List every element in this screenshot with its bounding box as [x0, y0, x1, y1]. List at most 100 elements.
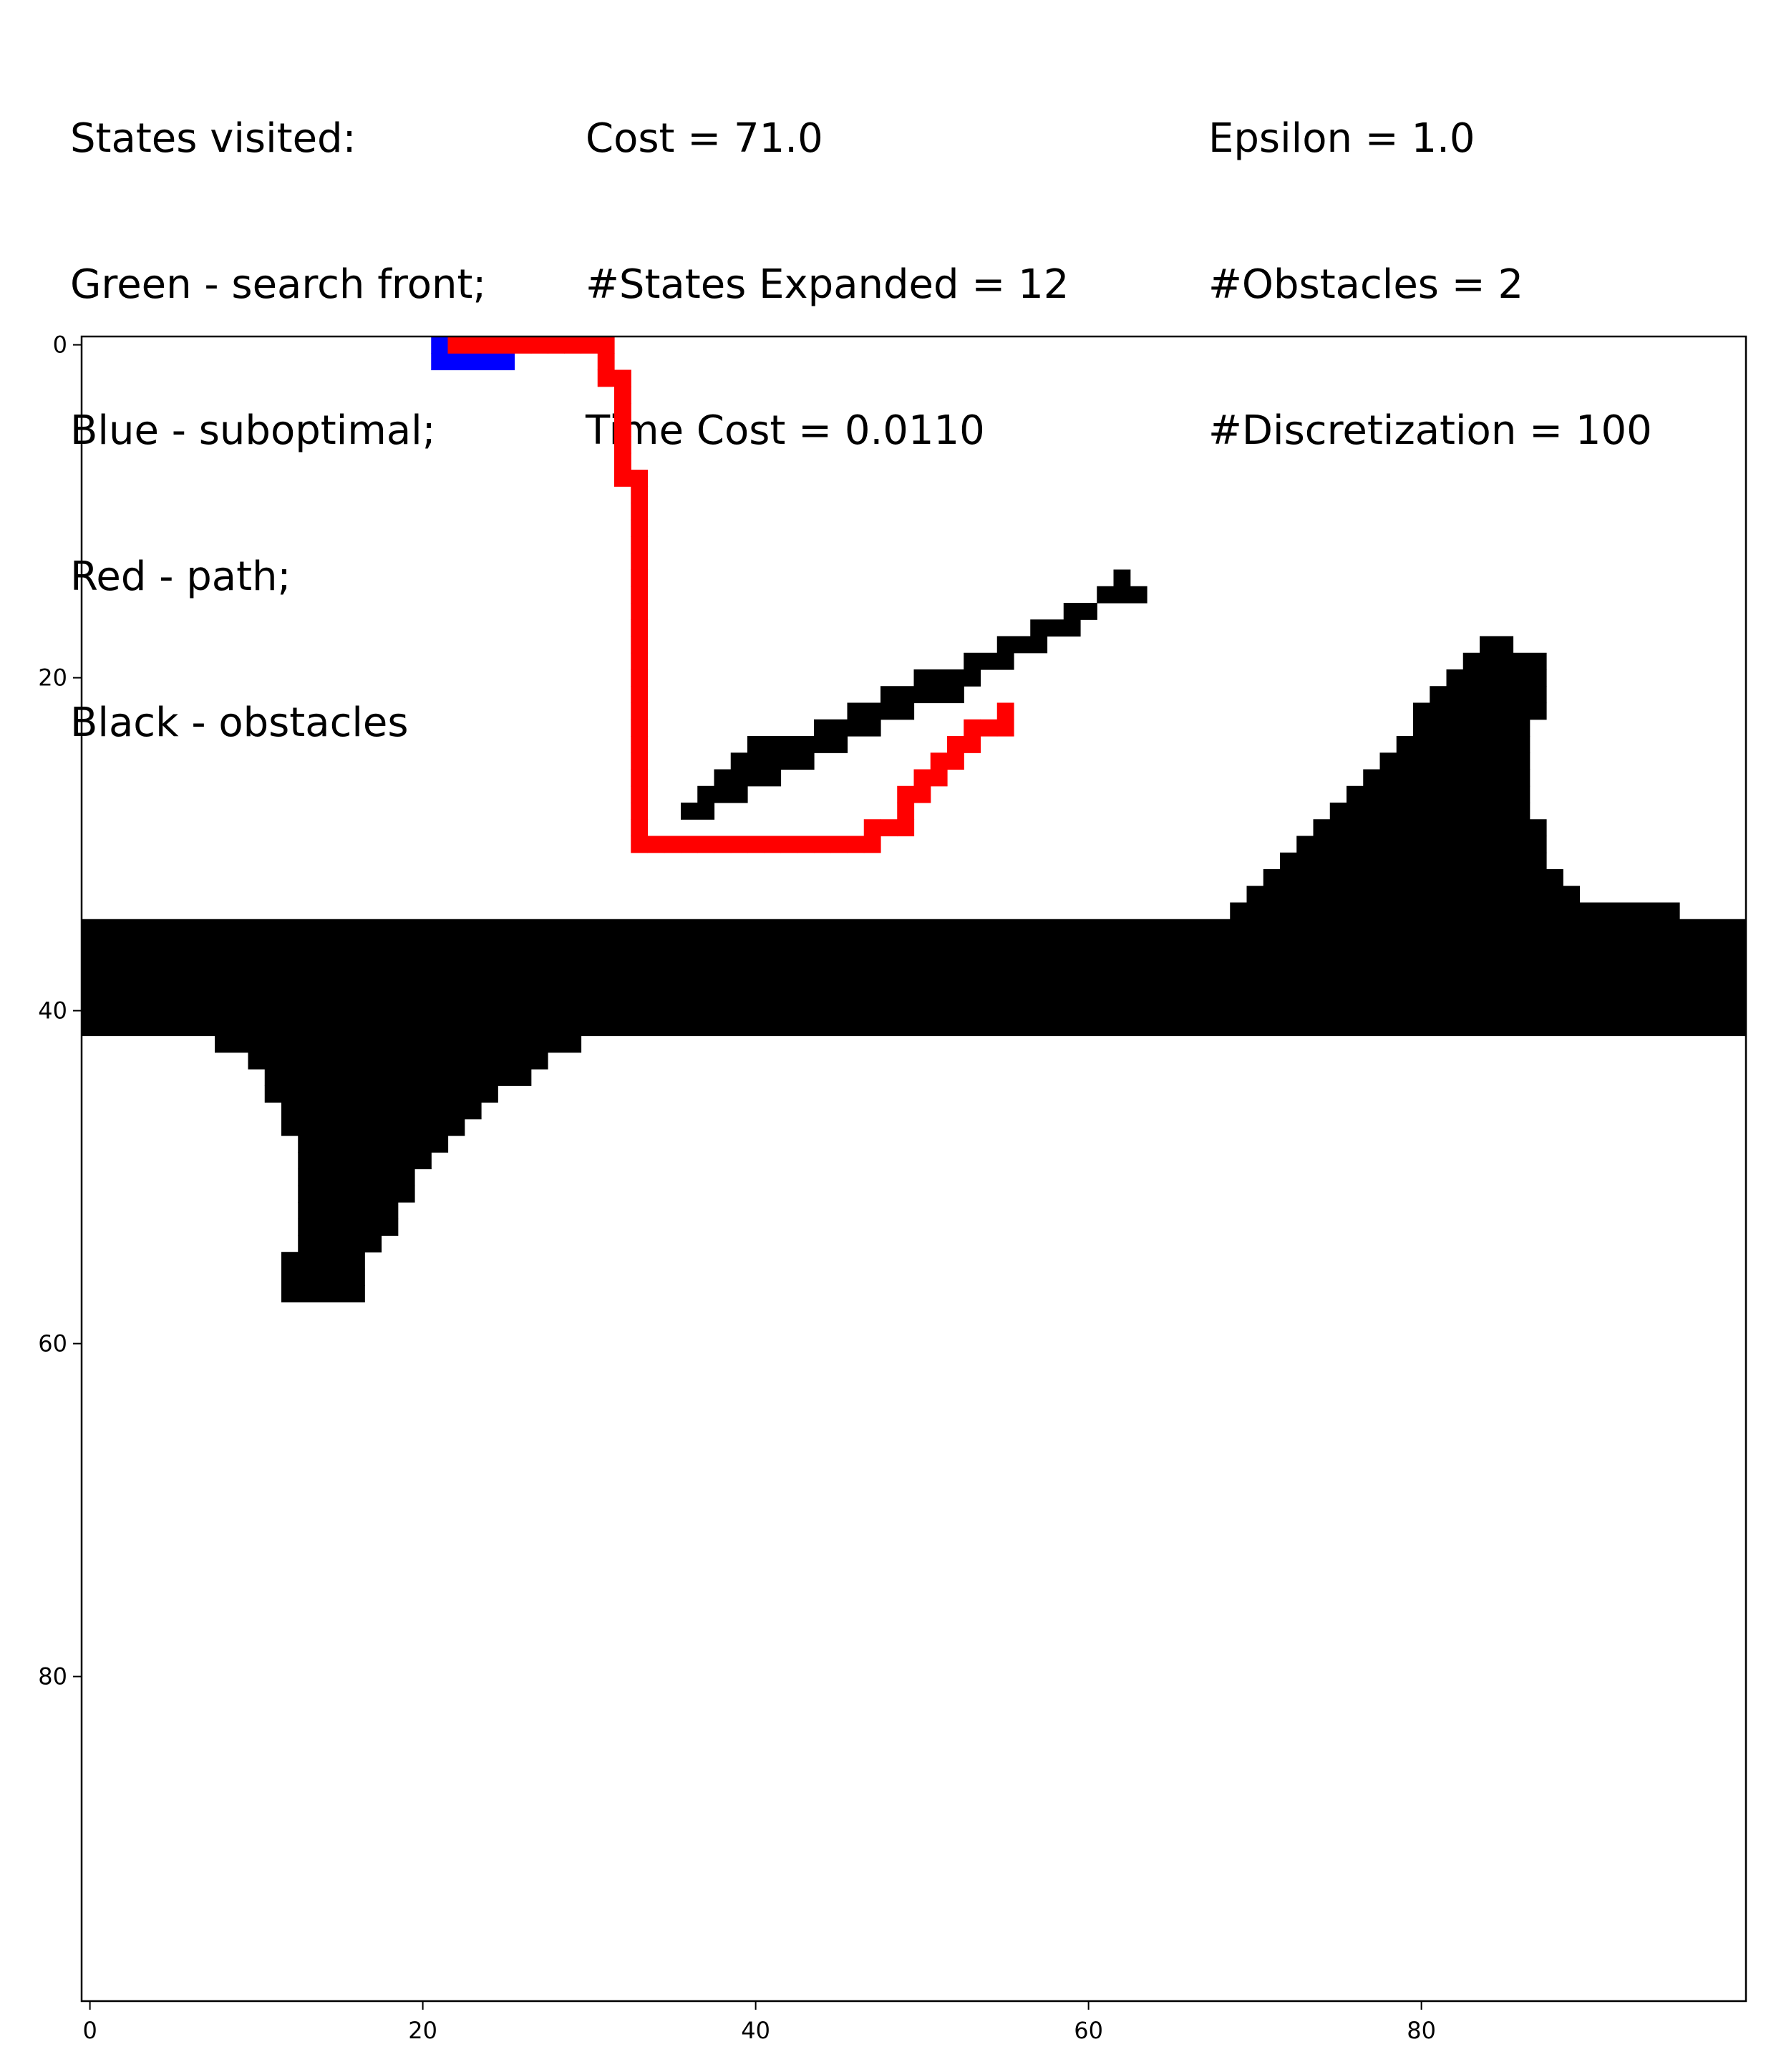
- path-cell: [597, 353, 615, 371]
- path-cell: [930, 752, 948, 770]
- path-cell: [631, 553, 649, 571]
- obstacle-cell: [82, 969, 1747, 987]
- obstacle-cell: [82, 985, 1747, 1003]
- obstacle-cell: [847, 702, 915, 720]
- path-cell: [464, 337, 482, 354]
- path-cell: [614, 470, 631, 487]
- obstacle-cell: [1480, 636, 1514, 654]
- path-cell: [830, 836, 848, 853]
- obstacle-cell: [964, 652, 1014, 670]
- obstacle-cell: [298, 1219, 399, 1236]
- path-cell: [681, 836, 698, 853]
- path-cell: [481, 337, 498, 354]
- path-cell: [897, 803, 915, 820]
- legend-line: Green - search front;: [70, 261, 487, 308]
- x-tick-label: 0: [82, 2017, 97, 2044]
- path-cell: [863, 819, 881, 837]
- obstacle-cell: [1097, 586, 1148, 604]
- obstacle-cell: [281, 1285, 365, 1303]
- path-cell: [996, 702, 1014, 720]
- obstacle-cell: [82, 936, 1747, 953]
- obstacle-cell: [1030, 619, 1081, 637]
- obstacle-cell: [913, 669, 981, 687]
- x-tick-label: 40: [741, 2017, 770, 2044]
- path-cell: [996, 719, 1014, 737]
- path-cell: [597, 369, 615, 387]
- path-cell: [631, 819, 649, 837]
- x-axis-ticks: 0 20 40 60 80: [82, 2001, 1436, 2044]
- path-cell: [631, 486, 649, 504]
- path-cell: [614, 386, 631, 404]
- path-cell: [564, 337, 582, 354]
- path-cell: [964, 719, 981, 737]
- obstacle-cell: [281, 1269, 365, 1286]
- legend-line: Blue - suboptimal;: [70, 407, 436, 454]
- path-cell: [847, 836, 865, 853]
- x-tick-label: 60: [1074, 2017, 1103, 2044]
- path-cell: [581, 337, 598, 354]
- y-tick-label: 60: [38, 1330, 67, 1357]
- legend-text-column: States visited: Green - search front; Bl…: [70, 17, 486, 796]
- obstacle-cell: [298, 1235, 382, 1253]
- epsilon-label: Epsilon = 1.0: [1208, 115, 1475, 162]
- legend-line: Black - obstacles: [70, 699, 409, 746]
- obstacle-cell: [1230, 902, 1680, 920]
- params-text-column: Epsilon = 1.0 #Obstacles = 2 #Discretiza…: [1208, 17, 1652, 504]
- path-cell: [631, 586, 649, 604]
- path-cell: [631, 702, 649, 720]
- path-cell: [631, 736, 649, 753]
- path-cell: [614, 420, 631, 437]
- obstacle-cell: [298, 1202, 399, 1219]
- path-cell: [814, 836, 831, 853]
- obstacle-cell: [1446, 669, 1547, 687]
- path-cell: [498, 337, 515, 354]
- y-tick-label: 40: [38, 997, 67, 1025]
- obstacle-cell: [814, 719, 881, 737]
- obstacle-cell: [1363, 769, 1530, 787]
- path-cell: [631, 719, 649, 737]
- path-cell: [631, 619, 649, 637]
- path-cell: [897, 785, 915, 803]
- obstacle-cell: [747, 736, 848, 753]
- obstacle-cell: [1280, 852, 1547, 870]
- path-cell: [647, 836, 665, 853]
- obstacle-cell: [1379, 752, 1530, 770]
- path-cell: [631, 470, 649, 487]
- obstacle-cell: [298, 1136, 449, 1153]
- obstacle-cell: [264, 1069, 532, 1086]
- path-cell: [614, 452, 631, 470]
- time-cost-label: Time Cost = 0.0110: [586, 407, 985, 454]
- path-cell: [548, 337, 565, 354]
- obstacle-cell: [1329, 803, 1530, 820]
- path-cell: [897, 819, 915, 837]
- path-cell: [913, 785, 931, 803]
- path-cell: [631, 752, 649, 770]
- path-cell: [631, 636, 649, 654]
- legend-line: Red - path;: [70, 553, 291, 600]
- obstacle-cell: [248, 1052, 548, 1070]
- path-cell: [964, 736, 981, 753]
- obstacle-cell: [730, 752, 815, 770]
- stats-text-column: Cost = 71.0 #States Expanded = 12 Time C…: [586, 17, 1069, 504]
- path-cell: [863, 836, 881, 853]
- path-cell: [697, 836, 715, 853]
- path-cell: [631, 769, 649, 787]
- states-expanded-label: #States Expanded = 12: [586, 261, 1069, 308]
- obstacle-cell: [1063, 603, 1097, 620]
- path-cell: [631, 803, 649, 820]
- obstacle-cell: [281, 1102, 482, 1120]
- obstacle-cell: [714, 769, 782, 787]
- path-cell: [614, 369, 631, 387]
- discretization-label: #Discretization = 100: [1208, 407, 1652, 454]
- path-cell: [631, 519, 649, 537]
- obstacle-cell: [1396, 736, 1530, 753]
- obstacle-cell: [697, 785, 748, 803]
- obstacle-cell: [281, 1118, 465, 1136]
- path-cell: [764, 836, 782, 853]
- path-cell: [913, 769, 931, 787]
- path-cell: [631, 503, 649, 521]
- path-cell: [947, 752, 964, 770]
- path-cell: [631, 836, 649, 853]
- path-cell: [730, 836, 748, 853]
